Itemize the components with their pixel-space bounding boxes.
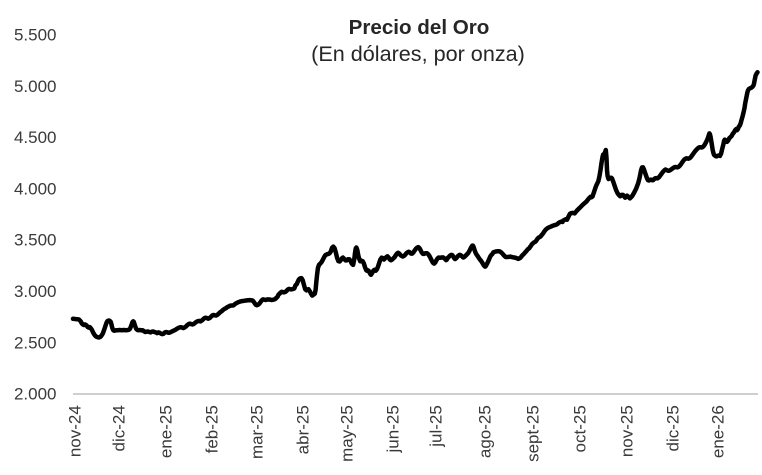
svg-text:5.000: 5.000 bbox=[14, 77, 57, 96]
svg-text:2.500: 2.500 bbox=[14, 333, 57, 352]
svg-text:(En dólares, por onza): (En dólares, por onza) bbox=[311, 41, 525, 66]
svg-text:jun-25: jun-25 bbox=[384, 405, 403, 453]
svg-text:jul-25: jul-25 bbox=[427, 405, 446, 448]
svg-text:sept-25: sept-25 bbox=[524, 405, 543, 462]
svg-text:abr-25: abr-25 bbox=[294, 405, 313, 454]
svg-text:ago-25: ago-25 bbox=[476, 405, 495, 458]
svg-text:ene-26: ene-26 bbox=[709, 405, 728, 458]
svg-text:dic-24: dic-24 bbox=[110, 405, 129, 451]
svg-text:nov-25: nov-25 bbox=[618, 405, 637, 457]
svg-text:feb-25: feb-25 bbox=[203, 405, 222, 453]
svg-text:ene-25: ene-25 bbox=[157, 405, 176, 458]
svg-text:4.500: 4.500 bbox=[14, 128, 57, 147]
svg-text:oct-25: oct-25 bbox=[571, 405, 590, 452]
svg-text:5.500: 5.500 bbox=[14, 26, 57, 45]
svg-text:dic-25: dic-25 bbox=[664, 405, 683, 451]
svg-text:nov-24: nov-24 bbox=[66, 405, 85, 457]
svg-text:3.500: 3.500 bbox=[14, 231, 57, 250]
svg-text:3.000: 3.000 bbox=[14, 282, 57, 301]
svg-text:Precio del Oro: Precio del Oro bbox=[349, 16, 490, 39]
svg-text:mar-25: mar-25 bbox=[248, 405, 267, 459]
svg-text:4.000: 4.000 bbox=[14, 179, 57, 198]
svg-text:may-25: may-25 bbox=[338, 405, 357, 462]
svg-text:2.000: 2.000 bbox=[14, 385, 57, 404]
